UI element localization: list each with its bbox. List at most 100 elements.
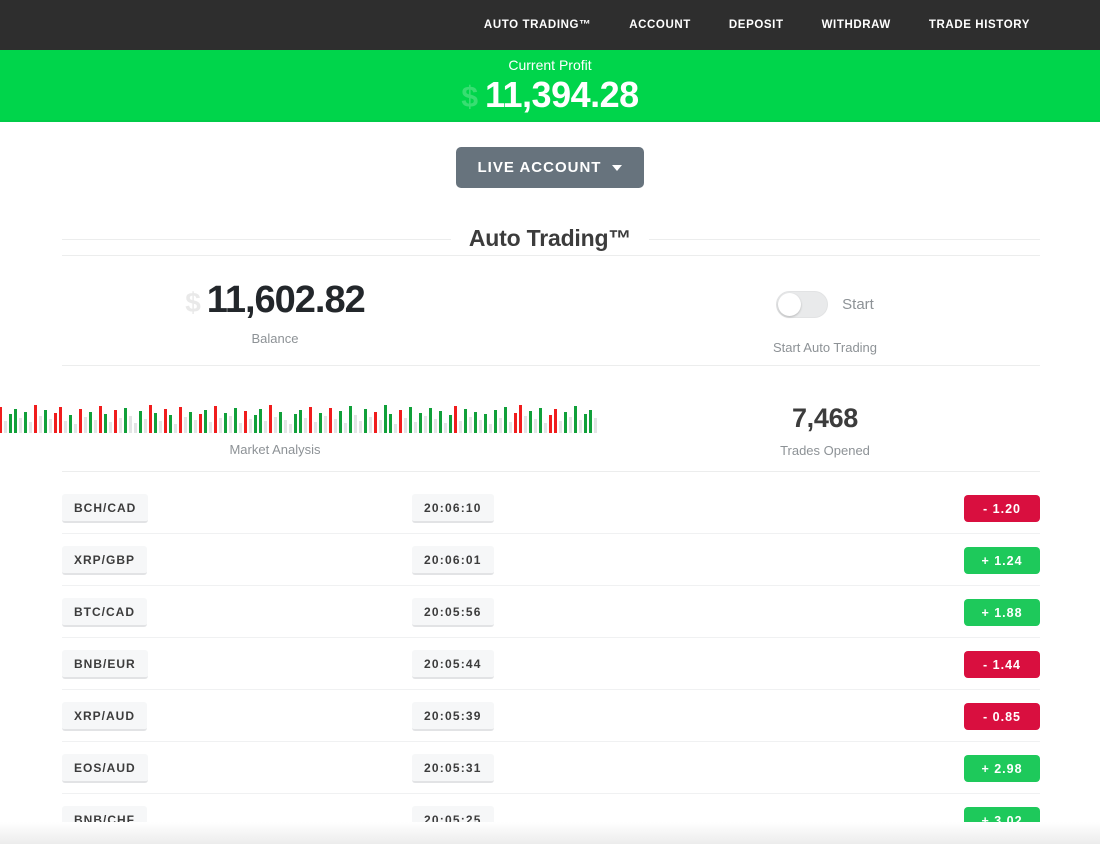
market-bar	[153, 413, 157, 433]
market-bar	[288, 424, 292, 433]
market-bar	[438, 411, 442, 433]
top-navigation: AUTO TRADING™ ACCOUNT DEPOSIT WITHDRAW T…	[0, 0, 1100, 50]
market-analysis-chart	[0, 403, 597, 433]
table-row[interactable]: BNB/EUR 20:05:44 - 1.44	[0, 638, 1100, 690]
market-bar	[323, 416, 327, 433]
trade-time: 20:05:56	[412, 597, 494, 627]
market-bar	[283, 420, 287, 433]
market-bar	[203, 410, 207, 433]
market-bar	[43, 410, 47, 433]
market-bar	[313, 422, 317, 433]
table-row[interactable]: XRP/AUD 20:05:39 - 0.85	[0, 690, 1100, 742]
balance-cell: $ 11,602.82 Balance	[0, 279, 550, 355]
trade-pair: XRP/GBP	[62, 545, 148, 575]
trade-amount-cell: - 1.20	[852, 494, 1040, 522]
live-account-dropdown[interactable]: LIVE ACCOUNT	[455, 147, 645, 188]
section-header: Auto Trading™	[0, 225, 1100, 255]
market-bar	[563, 412, 567, 433]
market-bar	[218, 418, 222, 433]
trade-time-cell: 20:06:10	[412, 493, 852, 523]
status-badge: - 0.85	[964, 702, 1040, 730]
market-bar	[443, 423, 447, 433]
market-bar	[538, 408, 542, 433]
auto-trading-toggle-row: Start	[776, 291, 874, 318]
market-bar	[408, 407, 412, 433]
nav-account[interactable]: ACCOUNT	[629, 19, 691, 31]
trade-pair: BNB/EUR	[62, 649, 148, 679]
nav-deposit[interactable]: DEPOSIT	[728, 19, 784, 31]
market-bar	[418, 413, 422, 433]
market-bar	[53, 413, 57, 433]
market-bar	[533, 419, 537, 433]
market-bar	[453, 406, 457, 433]
market-bar	[148, 405, 152, 433]
market-bar	[463, 409, 467, 433]
trade-time-cell: 20:05:44	[412, 649, 852, 679]
balance-label: Balance	[251, 331, 299, 346]
current-profit-value-group: $ 11,394.28	[461, 74, 639, 116]
stats-row-primary: $ 11,602.82 Balance Start Start Auto Tra…	[0, 255, 1100, 381]
market-bar	[0, 407, 2, 433]
market-bar	[108, 422, 112, 433]
market-bar	[118, 418, 122, 433]
market-bar	[498, 418, 502, 433]
market-bar	[78, 409, 82, 433]
market-bar	[73, 424, 77, 433]
market-bar	[98, 406, 102, 433]
market-bar	[213, 406, 217, 433]
content-bottom-fade	[0, 822, 1100, 844]
market-bar	[103, 414, 107, 433]
market-bar	[228, 416, 232, 433]
table-row[interactable]: BCH/CAD 20:06:10 - 1.20	[0, 482, 1100, 534]
table-row[interactable]: XRP/GBP 20:06:01 + 1.24	[0, 534, 1100, 586]
stats-row-secondary: Market Analysis 7,468 Trades Opened	[0, 381, 1100, 482]
market-bar	[188, 412, 192, 433]
market-bar	[523, 416, 527, 433]
status-badge: + 2.98	[964, 754, 1040, 782]
table-row[interactable]: BTC/CAD 20:05:56 + 1.88	[0, 586, 1100, 638]
market-bar	[278, 412, 282, 433]
balance-value-group: $ 11,602.82	[185, 279, 366, 322]
status-badge: - 1.44	[964, 650, 1040, 678]
market-bar	[468, 417, 472, 433]
market-analysis-label: Market Analysis	[229, 442, 321, 457]
stats-divider-bottom	[62, 471, 1040, 472]
market-bar	[428, 408, 432, 433]
status-badge: + 1.88	[964, 598, 1040, 626]
trade-amount-cell: + 1.88	[852, 598, 1040, 626]
market-bar	[488, 424, 492, 433]
market-bar	[338, 411, 342, 433]
auto-trading-toggle[interactable]	[776, 291, 829, 318]
market-bar	[553, 409, 557, 433]
toggle-state-label: Start	[842, 296, 874, 313]
market-bar	[83, 417, 87, 433]
trade-time-cell: 20:06:01	[412, 545, 852, 575]
market-bar	[63, 421, 67, 433]
nav-withdraw[interactable]: WITHDRAW	[821, 19, 891, 31]
market-bar	[403, 418, 407, 433]
toggle-knob	[778, 293, 802, 316]
market-bar	[33, 405, 37, 433]
market-bar	[433, 419, 437, 433]
market-bar	[183, 417, 187, 433]
market-bar	[588, 410, 592, 433]
market-bar	[333, 419, 337, 433]
market-bar	[133, 423, 137, 433]
table-row[interactable]: EOS/AUD 20:05:31 + 2.98	[0, 742, 1100, 794]
market-bar	[388, 414, 392, 433]
market-bar	[13, 409, 17, 433]
auto-trading-toggle-cell: Start Start Auto Trading	[550, 279, 1100, 355]
trade-amount-cell: + 1.24	[852, 546, 1040, 574]
market-bar	[518, 405, 522, 433]
trades-opened-cell: 7,468 Trades Opened	[550, 403, 1100, 458]
market-bar	[503, 407, 507, 433]
market-bar	[303, 418, 307, 433]
market-bar	[168, 415, 172, 433]
market-bar	[93, 420, 97, 433]
market-bar	[243, 411, 247, 433]
trade-pair: EOS/AUD	[62, 753, 148, 783]
nav-trade-history[interactable]: TRADE HISTORY	[928, 19, 1030, 31]
market-bar	[268, 405, 272, 433]
market-bar	[23, 412, 27, 433]
nav-auto-trading[interactable]: AUTO TRADING™	[483, 19, 592, 31]
